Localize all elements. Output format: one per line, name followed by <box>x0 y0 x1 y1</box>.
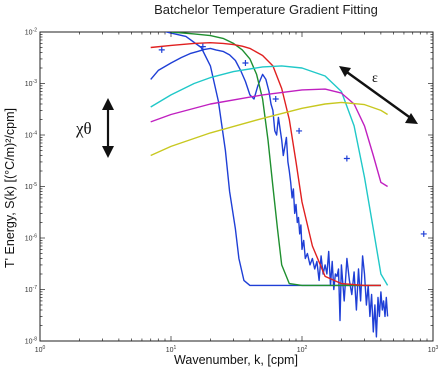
data-marker-6 <box>343 155 350 162</box>
series-line-1 <box>163 32 381 287</box>
epsilon-label: ε <box>372 71 378 86</box>
data-marker-3 <box>242 60 249 67</box>
chi-theta-label: χθ <box>75 119 92 138</box>
y-tick-label-5: 10-4 <box>25 131 37 140</box>
y-tick-label-4: 10-5 <box>25 182 37 191</box>
series-line-3 <box>170 32 381 287</box>
marker-layer <box>158 43 427 237</box>
chi-theta-arrow <box>102 98 114 158</box>
data-marker-5 <box>296 127 303 134</box>
x-axis-label: Wavenumber, k, [cpm] <box>174 353 298 367</box>
data-marker-2 <box>199 43 206 50</box>
x-tick-label-2: 101 <box>166 345 177 354</box>
series-line-2 <box>150 47 389 338</box>
series-line-7 <box>150 101 388 157</box>
x-tick-label-4: 103 <box>428 345 439 354</box>
y-tick-label-7: 10-2 <box>25 28 37 37</box>
y-axis-label: T' Energy, S(k) [(°C/m)²/cpm] <box>3 108 17 268</box>
data-marker-7 <box>420 230 427 237</box>
series-line-6 <box>150 88 388 188</box>
y-tick-label-6: 10-3 <box>25 79 37 88</box>
y-tick-label-3: 10-6 <box>25 234 37 243</box>
y-tick-label-1: 10-8 <box>25 337 37 346</box>
series-line-5 <box>150 65 389 286</box>
epsilon-arrow <box>339 66 418 124</box>
x-tick-label-3: 102 <box>297 345 308 354</box>
x-tick-label-1: 100 <box>35 345 46 354</box>
series-layer <box>150 32 389 338</box>
chart-title: Batchelor Temperature Gradient Fitting <box>154 2 378 17</box>
data-marker-1 <box>158 46 165 53</box>
data-marker-4 <box>272 96 279 103</box>
y-tick-label-2: 10-7 <box>25 285 37 294</box>
tick-layer: 100 101 102 103 10-8 10-7 10-6 10-5 10-4 10-3 10-2 <box>25 28 439 355</box>
